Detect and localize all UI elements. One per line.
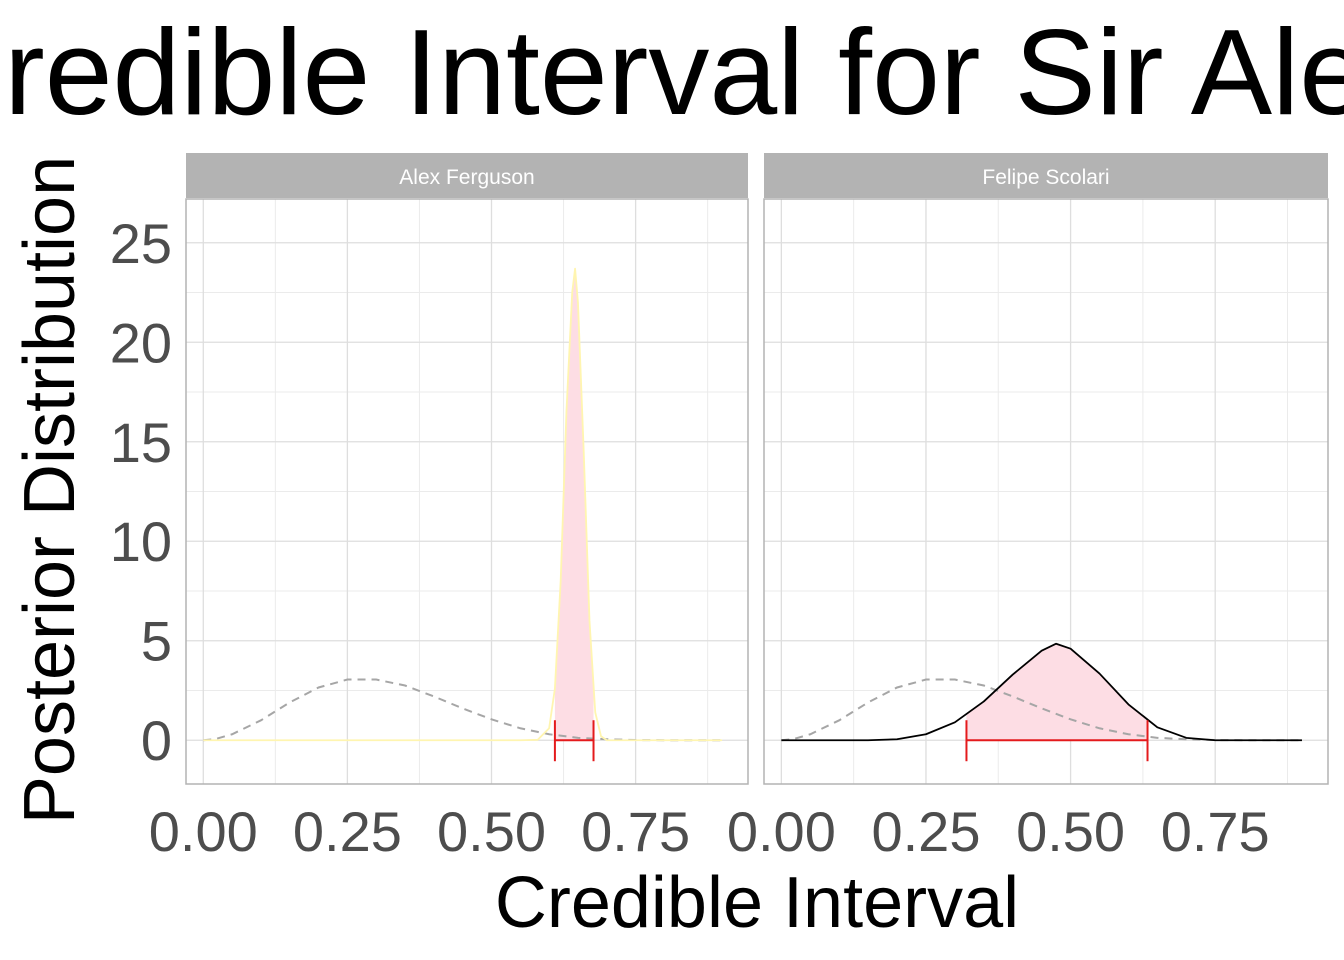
x-tick-label: 0.25 [871,800,980,863]
y-tick-label: 10 [110,510,172,573]
facet-panel: Felipe Scolari [763,153,1329,785]
facet-strip-label: Alex Ferguson [399,166,534,189]
x-tick-label: 0.75 [1161,800,1270,863]
x-axis-title: Credible Interval [495,863,1019,943]
facet-panels: Alex Ferguson Felipe Scolari [185,153,1329,785]
y-axis-title: Posterior Distribution [10,156,90,824]
facet-strip [764,153,1328,198]
posterior-density-line [203,267,723,742]
y-tick-label: 25 [110,212,172,275]
facet-strip-label: Felipe Scolari [982,166,1109,189]
facet-panel: Alex Ferguson [185,153,749,785]
y-axis-ticks: 0 5 10 15 20 25 [110,212,172,772]
y-tick-label: 15 [110,411,172,474]
y-tick-label: 0 [141,709,172,772]
x-tick-label: 0.00 [727,800,836,863]
credible-interval-area [966,643,1148,741]
facet-strip [186,153,748,198]
panel-border [185,198,749,785]
y-tick-label: 20 [110,311,172,374]
y-tick-label: 5 [141,610,172,673]
x-tick-label: 0.25 [293,800,402,863]
x-tick-label: 0.00 [149,800,258,863]
credible-interval-area [554,268,594,741]
panel-border [763,198,1329,785]
x-tick-label: 0.50 [1016,800,1125,863]
chart-title: Credible Interval for Sir Alex [0,4,1344,140]
x-tick-label: 0.75 [581,800,690,863]
posterior-density-line [781,642,1302,742]
x-tick-label: 0.50 [437,800,546,863]
x-axis-ticks: 0.00 0.25 0.50 0.75 0.00 0.25 0.50 0.75 [149,800,1270,863]
